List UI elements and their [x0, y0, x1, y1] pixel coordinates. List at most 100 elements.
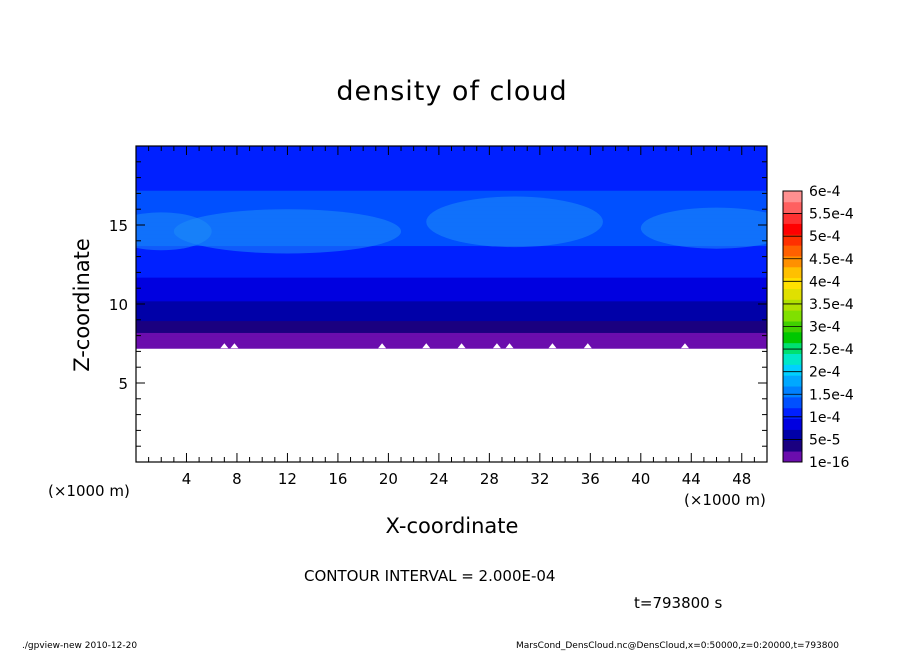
contour-band	[136, 201, 767, 207]
x-tick-label: 20	[379, 470, 398, 488]
contour-band	[136, 177, 767, 183]
colorbar-segment	[783, 429, 802, 441]
x-tick-label: 36	[581, 470, 600, 488]
colorbar-segment	[783, 375, 802, 387]
contour-band	[136, 256, 767, 262]
contour-band	[136, 316, 767, 322]
contour-band	[136, 280, 767, 286]
footer-program-label: ./gpview-new 2010-12-20	[22, 641, 138, 651]
x-tick-label: 24	[429, 470, 448, 488]
contour-band	[136, 296, 767, 302]
x-unit-label-right: (×1000 m)	[684, 491, 766, 509]
footer-source-label: MarsCond_DensCloud.nc@DensCloud,x=0:5000…	[516, 641, 839, 651]
colorbar-segment	[783, 407, 802, 420]
contour-band	[136, 288, 767, 294]
contour-band	[136, 343, 767, 349]
contour-band	[136, 181, 767, 187]
colorbar-label: 3.5e-4	[809, 297, 854, 313]
cloud-base-notch	[457, 343, 466, 349]
contour-band	[136, 173, 767, 179]
contour-band	[136, 237, 767, 243]
contour-field	[136, 146, 767, 349]
x-tick-label: 28	[480, 470, 499, 488]
colorbar-segment	[783, 288, 802, 300]
contour-band	[136, 320, 767, 326]
colorbar-segment	[783, 223, 802, 235]
x-tick-label: 40	[631, 470, 650, 488]
contour-band	[136, 331, 767, 337]
colorbar-segment	[783, 342, 802, 354]
colorbar-segment	[783, 256, 802, 268]
contour-band	[136, 252, 767, 258]
contour-band	[136, 312, 767, 318]
x-tick-label: 12	[278, 470, 297, 488]
contour-band	[136, 241, 767, 247]
colorbar-label: 1e-16	[809, 455, 849, 471]
contour-band	[136, 284, 767, 290]
contour-band	[136, 166, 767, 171]
x-axis-label: X-coordinate	[385, 514, 519, 538]
contour-band	[136, 260, 767, 266]
colorbar-label: 2.5e-4	[809, 342, 854, 358]
contour-band	[136, 324, 767, 329]
colorbar-segment	[783, 396, 802, 409]
cloud-base-notch	[492, 343, 501, 349]
contour-band	[136, 150, 767, 156]
x-tick-label: 32	[530, 470, 549, 488]
colorbar-segment	[783, 451, 802, 463]
cloud-base-notch	[548, 343, 557, 349]
colorbar-segment	[783, 418, 802, 430]
colorbar-segment	[783, 364, 802, 376]
colorbar-label: 5e-4	[809, 229, 841, 245]
x-tick-label: 16	[328, 470, 347, 488]
y-tick-label: 15	[109, 217, 128, 235]
cloud-base-notch	[583, 343, 592, 349]
contour-band	[136, 264, 767, 270]
contour-patch	[426, 196, 603, 248]
x-unit-label-left: (×1000 m)	[48, 482, 130, 500]
x-tick-label: 8	[232, 470, 242, 488]
contour-band	[136, 158, 767, 164]
colorbar-segment	[783, 245, 802, 257]
colorbar-segment	[783, 331, 802, 344]
colorbar-label: 5.5e-4	[809, 207, 854, 223]
colorbar-segment	[783, 386, 802, 398]
x-tick-label: 48	[732, 470, 751, 488]
contour-band	[136, 169, 767, 175]
colorbar-segment	[783, 353, 802, 365]
contour-interval-label: CONTOUR INTERVAL = 2.000E-04	[304, 567, 556, 585]
x-tick-label: 4	[182, 470, 192, 488]
cloud-base-notch	[505, 343, 514, 349]
contour-patch	[136, 212, 212, 251]
colorbar-label: 3e-4	[809, 320, 841, 336]
colorbar-segment	[783, 266, 802, 279]
contour-band	[136, 268, 767, 274]
contour-patch	[640, 207, 767, 249]
colorbar-label: 1e-4	[809, 410, 841, 426]
contour-band	[136, 154, 767, 160]
colorbar-label: 1.5e-4	[809, 387, 854, 403]
cloud-base-notch	[680, 343, 689, 349]
colorbar-label: 4.5e-4	[809, 252, 854, 268]
cloud-base-notch	[378, 343, 387, 349]
contour-band	[136, 185, 767, 191]
colorbar-segment	[783, 299, 802, 311]
chart-title: density of cloud	[336, 76, 568, 107]
contour-band	[136, 276, 767, 282]
time-label: t=793800 s	[634, 594, 723, 612]
contour-band	[136, 248, 767, 254]
contour-band	[136, 308, 767, 314]
colorbar-label: 2e-4	[809, 365, 841, 381]
contour-band	[136, 272, 767, 278]
contour-band	[136, 300, 767, 306]
y-axis-label: Z-coordinate	[70, 238, 94, 372]
contour-band	[136, 197, 767, 203]
contour-band	[136, 162, 767, 168]
contour-band	[136, 335, 767, 341]
contour-band	[136, 327, 767, 333]
colorbar-segment	[783, 201, 802, 214]
y-tick-label: 5	[118, 375, 128, 393]
colorbar-segment	[783, 191, 802, 203]
x-tick-label: 44	[682, 470, 701, 488]
